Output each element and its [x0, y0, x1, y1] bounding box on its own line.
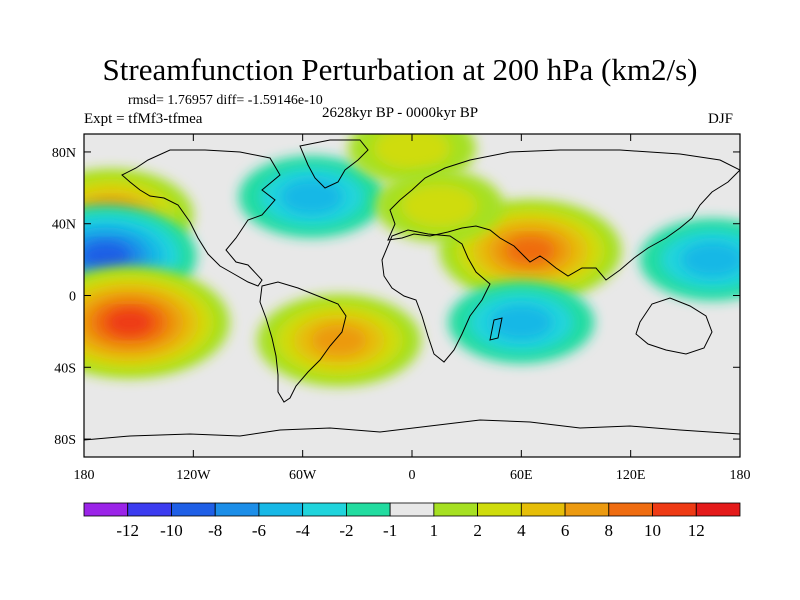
season-label: DJF: [708, 111, 734, 127]
field-contour-south-pacific-positive-5: [106, 309, 153, 336]
colorbar-label: -2: [339, 521, 353, 540]
colorbar-swatch: [214, 502, 260, 517]
colorbar-label: -1: [383, 521, 397, 540]
lon-tick-label: 120E: [616, 468, 646, 483]
colorbar-swatch: [695, 502, 741, 517]
colorbar-swatch: [127, 502, 172, 517]
coast-antarctica: [84, 419, 740, 441]
coast-madagascar: [489, 317, 503, 341]
coast-south-america: [259, 281, 347, 403]
lon-tick-label: 180: [730, 468, 751, 483]
lon-tick-label: 60W: [289, 468, 317, 483]
map-ticks: 80N 40N 0 40S 80S 180 120W 60W 0 60E 120E 180: [52, 134, 751, 483]
coastlines: [84, 139, 740, 441]
colorbar-label: 1: [430, 521, 439, 540]
lat-tick-label: 40S: [54, 361, 76, 376]
colorbar-label: 12: [688, 521, 705, 540]
period-label: 2628kyr BP - 0000kyr BP: [322, 105, 479, 121]
coast-eurasia: [387, 149, 740, 281]
field-contour-north-atlantic-negative-2: [280, 179, 344, 215]
colorbar-label: 4: [517, 521, 526, 540]
colorbar-label: 6: [561, 521, 570, 540]
field-contour-west-pacific-negative-2: [681, 242, 740, 278]
experiment-label: Expt = tfMf3-tfmea: [84, 111, 203, 127]
colorbar-label: -4: [296, 521, 311, 540]
coast-greenland: [299, 139, 369, 189]
colorbar-swatch: [652, 502, 697, 517]
lon-tick-label: 120W: [176, 468, 211, 483]
field-layer: [84, 134, 740, 387]
stats-text: rmsd= 1.76957 diff= -1.59146e-10: [128, 93, 323, 108]
colorbar: -12 -10 -8 -6 -4 -2 -1 1 2 4 6 8 10 12: [83, 502, 741, 540]
colorbar-swatch: [564, 502, 610, 517]
colorbar-label: 2: [473, 521, 482, 540]
coast-africa: [381, 229, 491, 363]
colorbar-swatch: [433, 502, 478, 517]
colorbar-label: -12: [116, 521, 139, 540]
lon-tick-label: 180: [74, 468, 95, 483]
colorbar-swatch: [345, 502, 391, 517]
field-contour-europe-positive-1: [400, 184, 478, 228]
colorbar-label: 10: [644, 521, 661, 540]
lon-tick-label: 60E: [510, 468, 533, 483]
colorbar-swatch: [83, 502, 129, 517]
colorbar-swatch: [258, 502, 304, 517]
colorbar-label: -8: [208, 521, 222, 540]
field-contour-indian-ocean-negative-2: [490, 304, 553, 341]
lon-tick-label: 0: [409, 468, 416, 483]
field-contour-south-america-positive-3: [311, 325, 367, 356]
field-contour-asia-positive-4: [505, 236, 556, 265]
coast-australia: [635, 297, 713, 355]
coast-north-america: [121, 149, 281, 287]
lat-tick-label: 80S: [54, 433, 76, 448]
field-contour-subtropical-pacific-negative-4: [84, 242, 131, 270]
colorbar-swatch: [302, 502, 347, 517]
colorbar-label: -6: [252, 521, 266, 540]
colorbar-swatch: [477, 502, 522, 517]
lat-tick-label: 40N: [52, 218, 76, 233]
lat-tick-label: 80N: [52, 146, 76, 161]
colorbar-swatch: [520, 502, 566, 517]
field-contour-arctic-positive-1: [373, 134, 451, 170]
lat-tick-label: 0: [69, 290, 76, 305]
colorbar-label: -10: [160, 521, 183, 540]
chart-title: Streamfunction Perturbation at 200 hPa (…: [102, 52, 698, 87]
colorbar-swatch: [171, 502, 216, 517]
colorbar-swatch: [389, 502, 435, 517]
colorbar-label: 8: [605, 521, 614, 540]
colorbar-swatch: [608, 502, 653, 517]
